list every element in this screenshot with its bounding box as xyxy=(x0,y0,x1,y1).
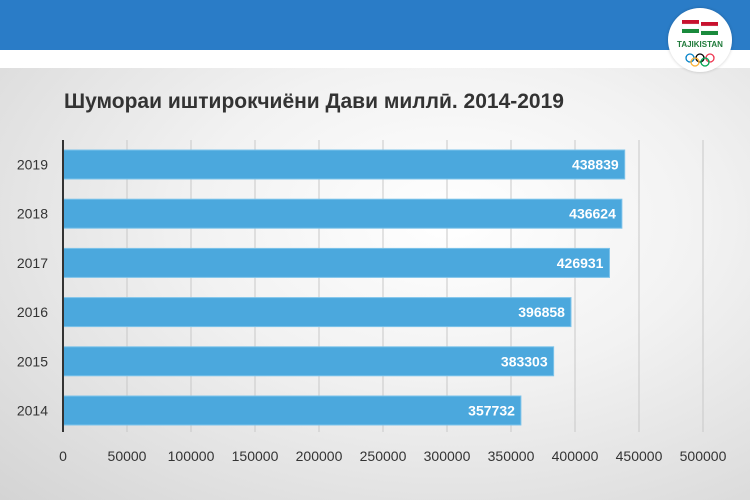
data-label: 383303 xyxy=(501,353,548,369)
data-label: 357732 xyxy=(468,403,515,419)
y-tick-label: 2018 xyxy=(17,206,48,222)
x-tick-label: 100000 xyxy=(168,448,215,464)
data-label: 396858 xyxy=(518,304,565,320)
bar xyxy=(62,395,522,426)
data-label: 426931 xyxy=(557,255,604,271)
y-tick-label: 2015 xyxy=(17,353,48,369)
data-label: 436624 xyxy=(569,206,616,222)
bar xyxy=(62,198,623,229)
y-tick-label: 2014 xyxy=(17,403,48,419)
bar xyxy=(62,247,610,278)
x-tick-label: 150000 xyxy=(232,448,279,464)
bar xyxy=(62,149,626,180)
x-tick-label: 50000 xyxy=(108,448,147,464)
data-label: 438839 xyxy=(572,157,619,173)
x-tick-label: 500000 xyxy=(680,448,727,464)
header-band xyxy=(0,50,750,68)
x-tick-label: 250000 xyxy=(360,448,407,464)
x-tick-label: 200000 xyxy=(296,448,343,464)
x-tick-label: 0 xyxy=(59,448,67,464)
x-tick-label: 450000 xyxy=(616,448,663,464)
chart-panel xyxy=(0,68,750,500)
x-tick-label: 350000 xyxy=(488,448,535,464)
y-tick-label: 2017 xyxy=(17,255,48,271)
x-tick-label: 400000 xyxy=(552,448,599,464)
logo-text: TAJIKISTAN xyxy=(677,40,723,49)
x-tick-label: 300000 xyxy=(424,448,471,464)
bar xyxy=(62,346,555,377)
chart-title: Шумораи иштирокчиёни Дави миллӣ. 2014-20… xyxy=(64,90,564,113)
bar xyxy=(62,297,572,328)
olympic-committee-logo: TAJIKISTAN xyxy=(668,8,732,72)
flag-icon xyxy=(681,20,719,67)
y-tick-label: 2016 xyxy=(17,304,48,320)
header-bar xyxy=(0,0,750,50)
y-tick-label: 2019 xyxy=(17,157,48,173)
